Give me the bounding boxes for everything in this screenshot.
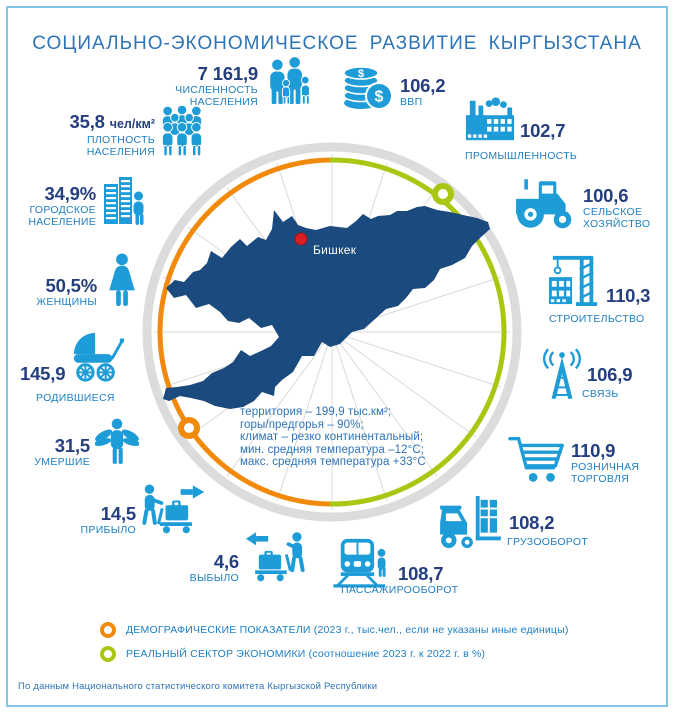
- indicator-freight: 108,2 ГРУЗООБОРОТ: [436, 496, 588, 550]
- departed-traveler-icon: [245, 532, 305, 582]
- industry-value: 102,7: [520, 120, 566, 141]
- freight-value: 108,2: [509, 512, 555, 533]
- real-sector-arc: [329, 157, 507, 507]
- women-value: 50,5%: [45, 275, 98, 296]
- women-label: ЖЕНЩИНЫ: [36, 296, 97, 308]
- legend-demographic: ДЕМОГРАФИЧЕСКИЕ ПОКАЗАТЕЛИ (2023 г., тыс…: [100, 622, 569, 638]
- density-value: 35,8 чел/км²: [69, 111, 155, 132]
- train-icon: [333, 538, 386, 588]
- angel-icon: [95, 418, 139, 465]
- arrived-traveler-icon: [142, 484, 205, 534]
- shopping-cart-icon: [508, 437, 564, 482]
- coins-icon: $ $: [343, 66, 393, 110]
- industry-label: ПРОМЫШЛЕННОСТЬ: [465, 150, 578, 162]
- indicator-population: 7 161,9 ЧИСЛЕННОСТЬ НАСЕЛЕНИЯ: [175, 57, 311, 111]
- deaths-value: 31,5: [54, 435, 90, 456]
- indicator-departed: 4,6 ВЫБЫЛО: [190, 528, 309, 584]
- arrived-value: 14,5: [100, 503, 136, 524]
- kyrgyzstan-map: [163, 206, 490, 409]
- population-label: ЧИСЛЕННОСТЬ НАСЕЛЕНИЯ: [175, 84, 258, 108]
- agriculture-value: 100,6: [583, 185, 629, 206]
- legend: ДЕМОГРАФИЧЕСКИЕ ПОКАЗАТЕЛИ (2023 г., тыс…: [100, 622, 569, 662]
- crane-icon: [548, 255, 598, 306]
- indicator-construction: 110,3 СТРОИТЕЛЬСТВО: [547, 254, 650, 325]
- communication-label: СВЯЗЬ: [582, 388, 619, 400]
- source-note: По данным Национального статистического …: [18, 681, 378, 692]
- passenger-label: ПАССАЖИРООБОРОТ: [341, 584, 459, 596]
- density-label: ПЛОТНОСТЬ НАСЕЛЕНИЯ: [86, 134, 155, 158]
- factory-icon: [465, 97, 515, 141]
- legend-real-sector: РЕАЛЬНЫЙ СЕКТОР ЭКОНОМИКИ (соотношение 2…: [100, 646, 569, 662]
- indicator-agriculture: 100,6 СЕЛЬСКОЕ ХОЗЯЙСТВО: [514, 178, 650, 230]
- geo-info: территория – 199,9 тыс.км²; горы/предгор…: [240, 406, 426, 469]
- real-sector-legend-label: РЕАЛЬНЫЙ СЕКТОР ЭКОНОМИКИ (соотношение 2…: [126, 648, 486, 660]
- demographic-legend-label: ДЕМОГРАФИЧЕСКИЕ ПОКАЗАТЕЛИ (2023 г., тыс…: [126, 624, 569, 636]
- geo-line: территория – 199,9 тыс.км²;: [240, 406, 392, 418]
- demographic-legend-dot: [100, 622, 116, 638]
- baby-carriage-icon: [74, 332, 125, 382]
- births-value: 145,9: [20, 363, 66, 384]
- agriculture-label: СЕЛЬСКОЕ ХОЗЯЙСТВО: [583, 206, 651, 230]
- capital-label: Бишкек: [313, 243, 357, 257]
- gdp-label: ВВП: [400, 96, 423, 108]
- woman-icon: [109, 253, 135, 307]
- geo-line: макс. средняя температура +33°C: [240, 456, 426, 469]
- page-title: СОЦИАЛЬНО-ЭКОНОМИЧЕСКОЕ РАЗВИТИЕ КЫРГЫЗС…: [32, 32, 642, 54]
- indicator-births: 145,9 РОДИВШИЕСЯ: [20, 330, 125, 404]
- indicator-women: 50,5% ЖЕНЩИНЫ: [36, 252, 142, 309]
- population-value: 7 161,9: [197, 63, 259, 84]
- real-sector-legend-dot: [100, 646, 116, 662]
- demographic-arc-marker: [178, 417, 200, 439]
- departed-label: ВЫБЫЛО: [189, 572, 239, 584]
- indicator-industry: 102,7 ПРОМЫШЛЕННОСТЬ: [465, 97, 577, 162]
- forklift-icon: [440, 496, 501, 549]
- geo-line: мин. средняя температура –12°C;: [240, 443, 425, 456]
- freight-label: ГРУЗООБОРОТ: [507, 536, 589, 548]
- indicator-deaths: 31,5 УМЕРШИЕ: [34, 416, 139, 470]
- indicator-retail: 110,9 РОЗНИЧНАЯ ТОРГОВЛЯ: [508, 433, 639, 485]
- urban-label: ГОРОДСКОЕ НАСЕЛЕНИЕ: [28, 204, 96, 228]
- deaths-label: УМЕРШИЕ: [34, 456, 90, 468]
- passenger-value: 108,7: [398, 563, 444, 584]
- geo-line: климат – резко континентальный;: [240, 431, 424, 444]
- births-label: РОДИВШИЕСЯ: [36, 392, 115, 404]
- indicator-gdp: $ $ 106,2 ВВП: [341, 58, 445, 112]
- indicator-density: 35,8 чел/км² ПЛОТНОСТЬ НАСЕЛЕНИЯ: [70, 106, 204, 158]
- svg-text:$: $: [375, 89, 384, 106]
- construction-value: 110,3: [606, 285, 651, 306]
- capital-dot: [294, 232, 308, 246]
- geo-line: горы/предгорья – 90%;: [240, 418, 364, 431]
- crowd-icon: [161, 106, 203, 157]
- tractor-icon: [516, 179, 572, 229]
- communication-value: 106,9: [587, 364, 633, 385]
- svg-text:$: $: [358, 68, 364, 80]
- arrived-label: ПРИБЫЛО: [80, 524, 136, 536]
- outer-ring: [142, 142, 522, 522]
- urban-value: 34,9%: [44, 183, 97, 204]
- gdp-value: 106,2: [400, 75, 446, 96]
- construction-label: СТРОИТЕЛЬСТВО: [549, 313, 645, 325]
- city-buildings-icon: [104, 177, 144, 225]
- departed-value: 4,6: [213, 551, 239, 572]
- retail-label: РОЗНИЧНАЯ ТОРГОВЛЯ: [571, 461, 640, 485]
- real-sector-arc-marker: [432, 183, 454, 205]
- indicator-passenger: 108,7 ПАССАЖИРООБОРОТ: [333, 538, 458, 596]
- retail-value: 110,9: [571, 440, 616, 461]
- indicator-communication: 106,9 СВЯЗЬ: [542, 348, 632, 402]
- indicator-arrived: 14,5 ПРИБЫЛО: [81, 482, 207, 536]
- family-icon: [270, 57, 310, 105]
- indicator-urban: 34,9% ГОРОДСКОЕ НАСЕЛЕНИЕ: [28, 176, 145, 228]
- demographic-arc: [157, 157, 335, 507]
- radio-tower-icon: [543, 348, 581, 399]
